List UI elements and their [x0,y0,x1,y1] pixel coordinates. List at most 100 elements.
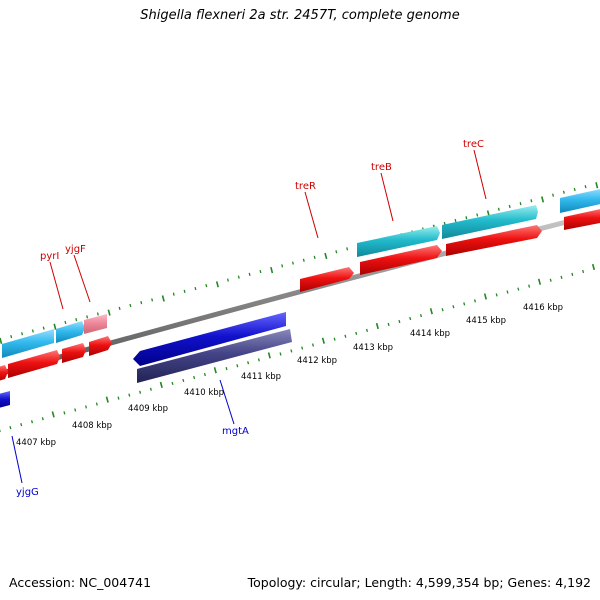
gene-label-yjgG[interactable]: yjgG [16,487,39,498]
major-tick [213,367,217,374]
minor-tick [528,284,531,288]
gene-labels: pyrI yjgF treR treB treC mgtA yjgG [16,139,484,498]
minor-tick [140,301,143,305]
minor-tick [506,290,509,294]
minor-tick [454,218,457,223]
minor-tick [497,207,500,211]
minor-tick [398,319,401,324]
minor-tick [365,328,369,332]
minor-tick [441,308,444,312]
minor-tick [517,287,520,291]
gene-label-pyrI[interactable]: pyrI [40,251,59,262]
gene-label-treC[interactable]: treC [463,139,484,150]
cds-arrow-treC[interactable] [446,225,542,256]
gene-label-yjgF[interactable]: yjgF [65,244,86,255]
major-tick [324,252,328,260]
major-tick [107,309,111,316]
minor-tick [151,298,154,302]
minor-tick [302,258,305,262]
cds-arrow-yjgG[interactable] [0,391,10,409]
gene-arrow-mgtA[interactable] [137,329,292,383]
reverse-features [0,312,292,409]
minor-tick [236,364,239,368]
gene-arrow[interactable] [84,314,107,334]
gene-label-treR[interactable]: treR [295,181,316,192]
major-tick [537,278,542,285]
minor-tick [171,381,174,385]
cds-arrow[interactable] [8,350,60,378]
gene-arrow[interactable] [2,329,54,358]
kbp-label: 4415 kbp [466,316,506,326]
minor-tick [10,335,13,339]
major-tick [53,323,57,330]
minor-tick [21,332,24,336]
genome-summary-text: Topology: circular; Length: 4,599,354 bp… [247,575,591,590]
minor-tick [281,264,284,268]
minor-tick [333,337,336,341]
kbp-scale-labels: 4407 kbp 4408 kbp 4409 kbp 4410 kbp 4411… [16,303,563,448]
minor-tick [64,320,67,325]
minor-tick [311,343,315,347]
major-tick [159,381,163,389]
gene-arrow[interactable] [56,321,85,343]
minor-tick [530,199,533,203]
kbp-label: 4411 kbp [241,372,281,382]
minor-tick [74,408,77,412]
minor-tick [387,322,390,327]
kbp-label: 4414 kbp [410,329,450,339]
minor-tick [346,247,349,251]
minor-tick [519,202,522,206]
kbp-label: 4410 kbp [184,388,224,398]
label-leaders [11,149,487,484]
minor-tick [355,331,358,335]
major-tick [375,322,379,330]
major-tick [270,267,274,274]
kbp-label: 4408 kbp [72,421,112,431]
minor-tick [226,278,229,282]
gene-label-mgtA[interactable]: mgtA [222,426,249,437]
minor-tick [41,417,44,421]
minor-tick [419,314,423,318]
cds-arrow[interactable] [62,343,86,363]
minor-tick [193,375,196,380]
minor-tick [291,261,294,265]
cds-arrow-treB[interactable] [360,245,442,275]
minor-tick [194,286,197,291]
minor-tick [42,326,45,330]
gene-arrow-treB[interactable] [357,226,440,257]
minor-tick [118,306,121,310]
minor-tick [573,187,576,192]
minor-tick [9,426,12,430]
minor-tick [552,193,555,197]
cds-arrow[interactable] [89,336,112,356]
major-tick [215,281,219,288]
cds-arrow-mgtA[interactable] [133,312,286,366]
minor-tick [582,269,585,274]
minor-tick [476,213,479,217]
cds-arrow-treR[interactable] [300,267,354,292]
minor-tick [182,378,185,383]
minor-tick [584,185,587,189]
minor-tick [183,289,186,293]
accession-text: Accession: NC_004741 [9,575,152,590]
minor-tick [237,275,240,279]
kbp-label: 4412 kbp [297,356,337,366]
gene-arrow-treC[interactable] [442,205,538,239]
minor-tick [344,334,347,338]
major-tick [429,308,433,315]
gene-label-treB[interactable]: treB [371,162,392,173]
cds-arrow[interactable] [0,365,8,382]
minor-tick [129,303,132,308]
map-title: Shigella flexneri 2a str. 2457T, complet… [140,8,460,23]
gene-arrow[interactable] [560,188,600,213]
minor-tick [290,349,293,353]
minor-tick [571,272,574,276]
minor-tick [30,420,34,424]
minor-tick [95,402,98,406]
minor-tick [96,312,99,316]
major-tick [105,396,109,403]
minor-tick [63,411,66,415]
minor-tick [172,292,175,296]
cds-arrow[interactable] [564,208,600,230]
